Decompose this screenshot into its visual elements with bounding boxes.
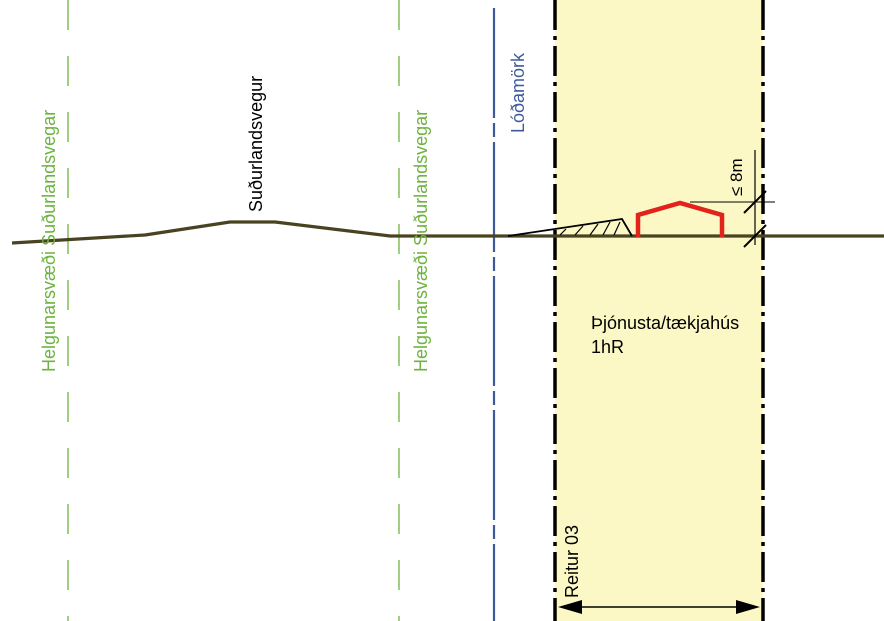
width-dimension-arrow <box>558 600 760 614</box>
label-sudurlandsvegur: Suðurlandsvegur <box>246 76 266 212</box>
embankment-slope <box>507 218 633 237</box>
label-lodamork: Lóðamörk <box>508 52 528 133</box>
building-area-reitur-03 <box>555 0 763 621</box>
label-max-height: ≤ 8m <box>727 158 746 196</box>
label-reitur: Reitur 03 <box>562 525 582 598</box>
label-building-code: 1hR <box>591 337 624 357</box>
height-dimension <box>690 150 775 248</box>
terrain-profile <box>11 220 884 245</box>
label-helgunarsvaedi-left: Helgunarsvæði Suðurlandsvegar <box>39 110 59 372</box>
label-building-use: Þjónusta/tækjahús <box>591 313 739 333</box>
label-helgunarsvaedi-right: Helgunarsvæði Suðurlandsvegar <box>411 110 431 372</box>
building-outline <box>635 200 725 237</box>
